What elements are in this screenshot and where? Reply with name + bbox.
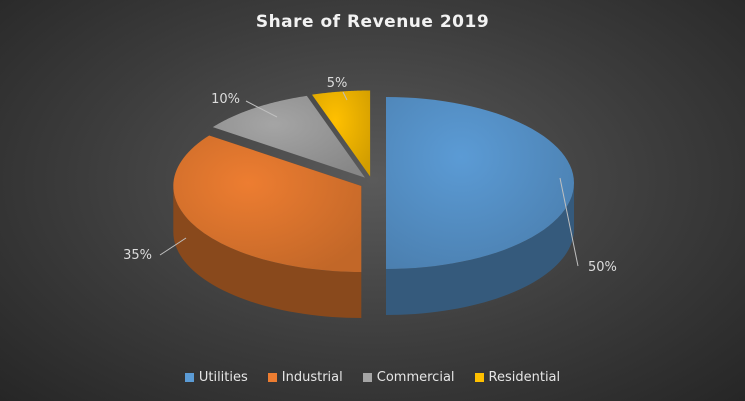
slice-side-utilities bbox=[386, 183, 574, 315]
legend-swatch-utilities bbox=[184, 373, 194, 382]
data-label-residential: 5% bbox=[327, 76, 348, 91]
legend-item-industrial[interactable]: Industrial bbox=[267, 370, 343, 385]
legend-item-commercial[interactable]: Commercial bbox=[362, 370, 455, 385]
slice-industrial[interactable] bbox=[173, 135, 362, 272]
legend: Utilities Industrial Commercial Resident… bbox=[0, 370, 745, 385]
leader-line-utilities bbox=[559, 177, 579, 267]
data-label-utilities: 50% bbox=[588, 260, 617, 275]
legend-label-utilities: Utilities bbox=[198, 370, 248, 385]
slice-utilities[interactable] bbox=[386, 97, 574, 269]
leader-line-residential bbox=[342, 91, 348, 101]
slice-side-industrial bbox=[173, 186, 362, 318]
slice-residential[interactable] bbox=[312, 90, 371, 177]
leader-line-commercial bbox=[245, 100, 278, 118]
data-label-industrial: 35% bbox=[123, 248, 152, 263]
legend-item-residential[interactable]: Residential bbox=[474, 370, 561, 385]
legend-label-commercial: Commercial bbox=[376, 370, 455, 385]
legend-swatch-industrial bbox=[267, 373, 277, 382]
legend-item-utilities[interactable]: Utilities bbox=[184, 370, 248, 385]
legend-swatch-residential bbox=[474, 373, 484, 382]
slice-commercial[interactable] bbox=[212, 95, 365, 178]
leader-line-industrial bbox=[159, 237, 187, 256]
data-label-commercial: 10% bbox=[211, 92, 240, 107]
legend-label-industrial: Industrial bbox=[281, 370, 343, 385]
legend-swatch-commercial bbox=[362, 373, 372, 382]
legend-label-residential: Residential bbox=[488, 370, 561, 385]
chart-title: Share of Revenue 2019 bbox=[255, 12, 490, 32]
